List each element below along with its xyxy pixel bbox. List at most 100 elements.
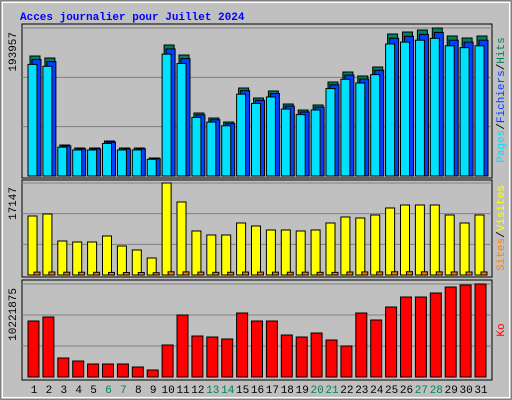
- legend-entry: Hits: [496, 37, 508, 63]
- legend-entry: Pages: [496, 130, 508, 163]
- bar: [346, 271, 354, 276]
- x-tick-label: 10: [161, 385, 174, 397]
- bar: [280, 334, 293, 378]
- bar: [191, 230, 202, 276]
- y-tick-label: 193957: [8, 32, 20, 72]
- bar: [221, 338, 234, 378]
- bar: [429, 292, 442, 378]
- bar: [310, 109, 321, 177]
- bar: [310, 229, 321, 276]
- bar: [48, 271, 56, 276]
- bar: [400, 204, 410, 276]
- bar: [122, 271, 130, 276]
- x-tick-label: 7: [120, 385, 127, 397]
- x-tick-label: 5: [90, 385, 97, 397]
- bar: [102, 363, 114, 378]
- x-tick-label: 17: [266, 385, 279, 397]
- bar: [331, 271, 339, 276]
- bar: [206, 234, 217, 276]
- bar: [87, 241, 98, 276]
- bar: [87, 149, 98, 177]
- bar: [301, 271, 309, 276]
- bar: [137, 272, 145, 276]
- bar: [385, 43, 396, 177]
- bar: [212, 271, 220, 276]
- bar: [102, 235, 112, 276]
- bar: [400, 296, 412, 378]
- bar: [251, 225, 261, 276]
- bar: [236, 312, 249, 378]
- bar: [116, 363, 129, 378]
- bar: [93, 271, 101, 276]
- bar: [221, 125, 232, 177]
- bar: [72, 241, 83, 276]
- x-tick-label: 31: [474, 385, 488, 397]
- bar: [340, 216, 351, 276]
- x-tick-label: 27: [415, 385, 428, 397]
- bar: [480, 271, 488, 276]
- bar: [385, 306, 398, 378]
- bar: [280, 229, 291, 276]
- x-tick-label: 12: [191, 385, 204, 397]
- bar: [474, 283, 487, 378]
- chart-title: Acces journalier pour Juillet 2024: [20, 12, 245, 24]
- bar: [355, 217, 366, 276]
- legend-separator: /: [496, 123, 508, 130]
- bar: [429, 204, 440, 276]
- bar: [131, 249, 142, 276]
- x-tick-label: 9: [150, 385, 157, 397]
- x-tick-label: 13: [206, 385, 219, 397]
- bar: [182, 271, 190, 276]
- bar: [370, 74, 381, 177]
- bar: [108, 271, 115, 276]
- bar: [257, 271, 264, 276]
- bar: [385, 207, 396, 276]
- bar: [450, 271, 458, 276]
- bar: [295, 114, 306, 177]
- bar: [161, 344, 174, 378]
- bar: [251, 320, 263, 378]
- legend-entry: Visites: [496, 185, 508, 231]
- bar: [444, 214, 455, 276]
- bar: [370, 319, 383, 378]
- bar: [176, 314, 189, 378]
- bar: [340, 78, 351, 177]
- bar: [414, 204, 425, 276]
- bar: [102, 142, 112, 177]
- bar: [191, 335, 204, 378]
- x-tick-label: 23: [355, 385, 368, 397]
- x-tick-label: 3: [60, 385, 67, 397]
- legend: Pages/Fichiers/Hits: [496, 37, 508, 162]
- bar: [444, 286, 457, 378]
- bar: [400, 41, 410, 177]
- bar: [280, 108, 291, 177]
- bar: [221, 234, 232, 276]
- bar: [146, 257, 157, 276]
- bar: [167, 271, 175, 276]
- bar: [361, 271, 369, 276]
- bar: [131, 149, 142, 177]
- legend-entry: Fichiers: [496, 70, 508, 123]
- y-tick-label: 10221875: [8, 288, 20, 341]
- bar: [197, 271, 205, 276]
- bar: [429, 37, 440, 177]
- bar: [391, 271, 399, 276]
- legend: Ko: [496, 323, 508, 336]
- bar: [116, 149, 127, 177]
- bar: [72, 149, 83, 177]
- x-tick-label: 29: [445, 385, 458, 397]
- bar: [57, 357, 70, 378]
- bar: [310, 332, 323, 378]
- bar: [444, 45, 455, 177]
- x-tick-label: 11: [176, 385, 190, 397]
- bar: [295, 230, 306, 276]
- x-tick-label: 24: [370, 385, 384, 397]
- x-tick-label: 20: [310, 385, 323, 397]
- bar: [325, 88, 336, 177]
- bar: [435, 271, 443, 276]
- bar: [146, 158, 157, 177]
- bar: [27, 63, 38, 177]
- bar: [271, 271, 279, 276]
- bar: [176, 62, 187, 177]
